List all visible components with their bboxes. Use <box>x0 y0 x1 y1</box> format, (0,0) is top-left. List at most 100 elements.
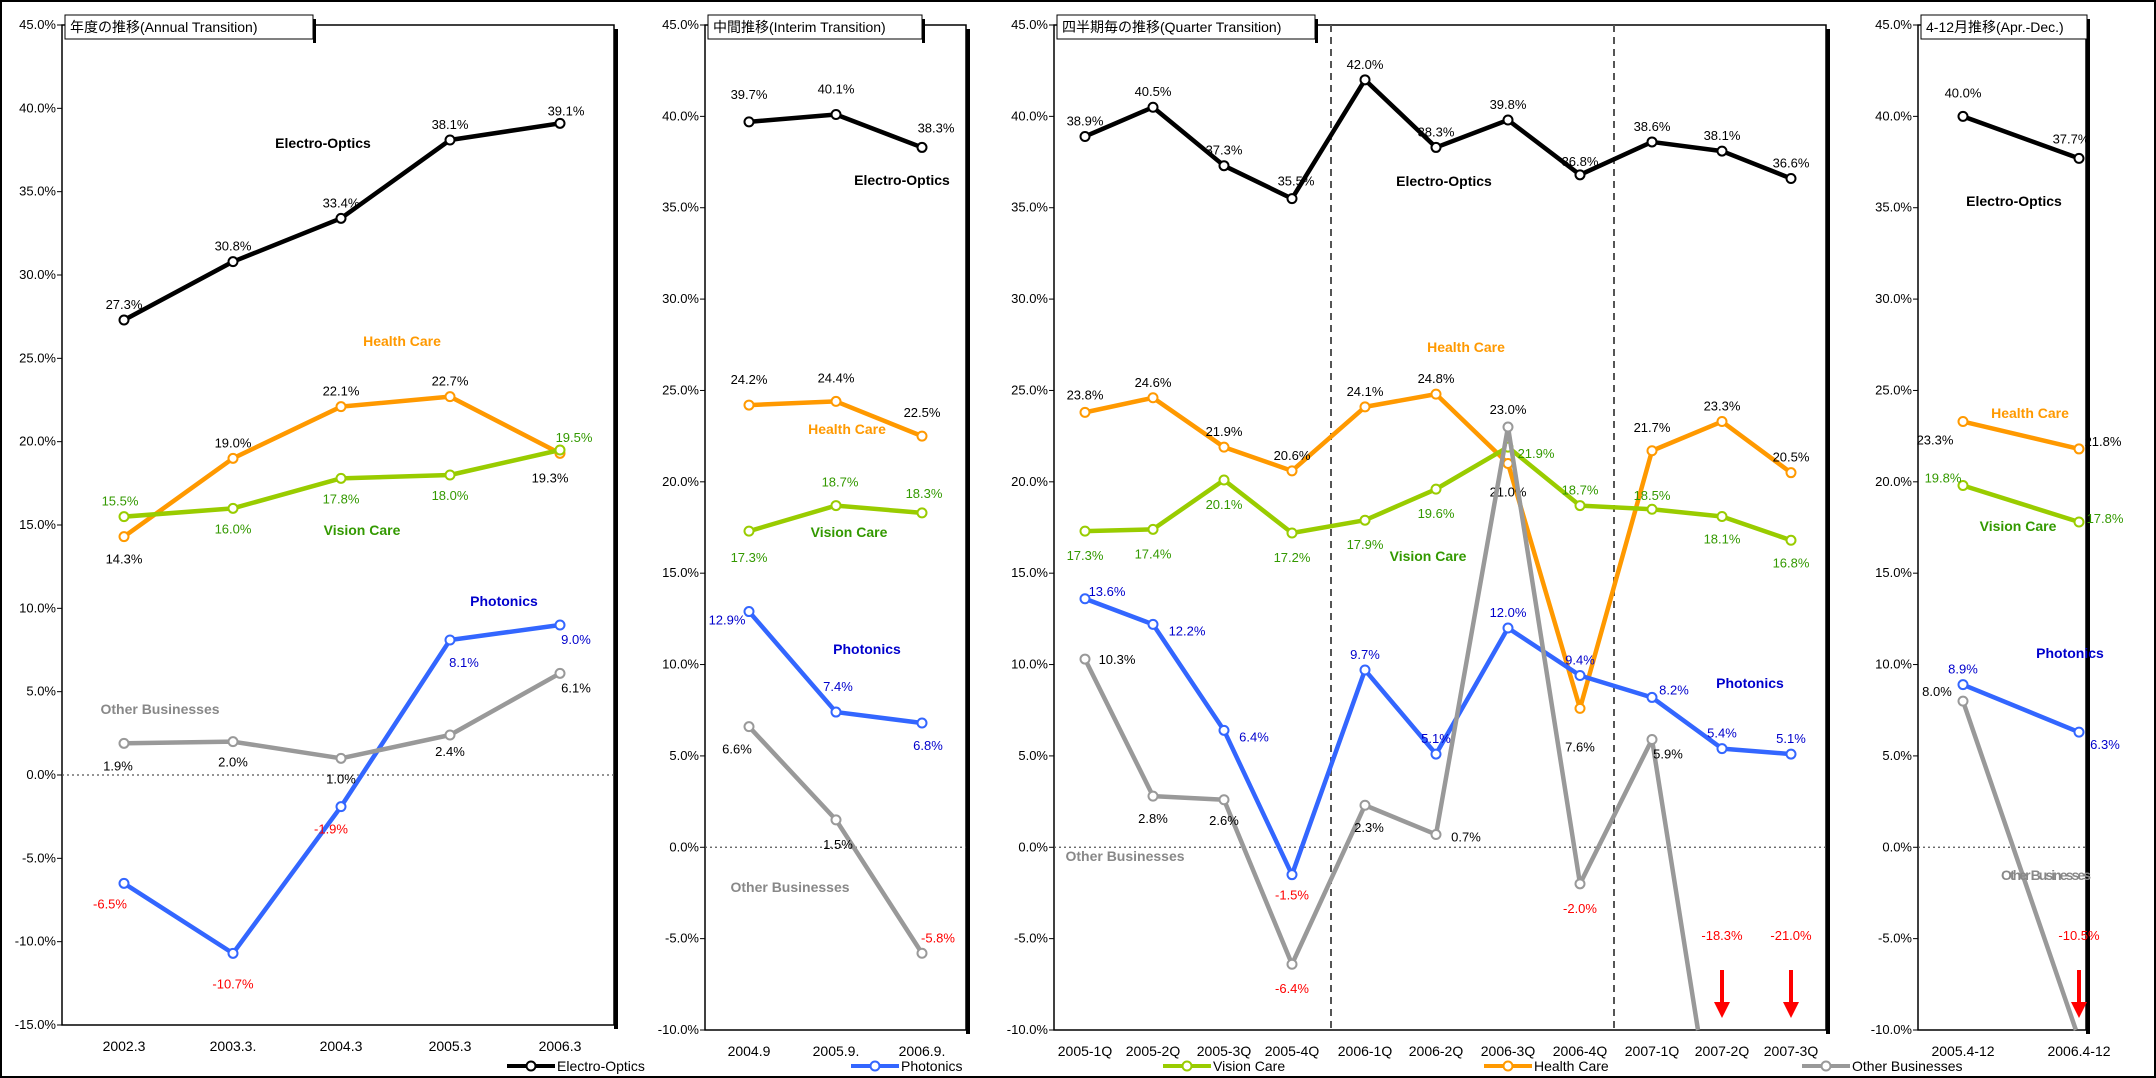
data-label-health: 20.5% <box>1773 450 1810 465</box>
x-tick-label: 2004.3 <box>320 1038 363 1054</box>
data-point-vision <box>335 472 347 484</box>
x-tick-label: 2006.3 <box>539 1038 582 1054</box>
data-point-photonics <box>1147 618 1159 630</box>
legend-label: Electro-Optics <box>557 1058 645 1074</box>
plot-shadow <box>966 29 970 1034</box>
x-tick-label: 2006-1Q <box>1338 1043 1393 1059</box>
data-label-vision: 21.9% <box>1518 446 1555 461</box>
x-tick-label: 2005-3Q <box>1197 1043 1252 1059</box>
series-name-photonics: Photonics <box>833 641 901 657</box>
series-name-photonics: Photonics <box>470 593 538 609</box>
series-name-other: Other Businesses <box>1065 848 1184 864</box>
series-name-electro: Electro-Optics <box>275 135 371 151</box>
data-point-electro <box>554 117 566 129</box>
data-point-vision <box>1359 514 1371 526</box>
data-label-other: 2.6% <box>1209 813 1239 828</box>
data-point-other <box>335 752 347 764</box>
series-name-vision: Vision Care <box>811 524 888 540</box>
data-label-other: -5.8% <box>921 930 955 945</box>
series-name-electro: Electro-Optics <box>854 172 950 188</box>
data-point-health <box>1957 416 1969 428</box>
data-point-vision <box>1716 511 1728 523</box>
title-box-shadow <box>2087 19 2090 43</box>
data-point-health <box>1147 392 1159 404</box>
data-label-vision: 17.3% <box>731 550 768 565</box>
data-label-other: 2.8% <box>1138 811 1168 826</box>
data-point-health <box>444 391 456 403</box>
series-line-photonics <box>122 622 561 956</box>
data-point-electro <box>1957 110 1969 122</box>
data-point-health <box>2073 443 2085 455</box>
legend-label: Photonics <box>901 1058 962 1074</box>
data-point-health <box>1359 401 1371 413</box>
data-label-photonics: 12.2% <box>1169 623 1206 638</box>
data-point-electro <box>1716 145 1728 157</box>
data-point-vision <box>1646 503 1658 515</box>
data-label-photonics: 6.3% <box>2090 737 2120 752</box>
data-label-other: 1.5% <box>823 837 853 852</box>
y-tick-label: 20.0% <box>1875 474 1912 489</box>
data-point-photonics <box>743 606 755 618</box>
data-point-photonics <box>1502 622 1514 634</box>
data-point-vision <box>2073 516 2085 528</box>
series-name-health: Health Care <box>1991 405 2069 421</box>
x-tick-label: 2006-4Q <box>1553 1043 1608 1059</box>
data-label-health: 20.6% <box>1274 448 1311 463</box>
y-tick-label: -10.0% <box>15 934 57 949</box>
y-tick-label: 0.0% <box>1018 839 1048 854</box>
data-point-health <box>1430 388 1442 400</box>
data-label-vision: 18.1% <box>1704 532 1741 547</box>
data-label-health: 24.2% <box>731 372 768 387</box>
data-point-electro <box>1785 172 1797 184</box>
chart-panel-0: 45.0% 40.0% 35.0% 30.0% 25.0% 20.0% 15.0% 10.0%… <box>15 14 618 1054</box>
data-point-electro <box>1646 136 1658 148</box>
data-label-health: 24.1% <box>1347 384 1384 399</box>
data-point-photonics <box>1957 679 1969 691</box>
y-tick-label: 45.0% <box>1875 17 1912 32</box>
series-name-other: Other Businesses <box>2001 867 2091 883</box>
series-name-other: Other Businesses <box>730 879 849 895</box>
data-label-other: 5.9% <box>1653 746 1683 761</box>
data-point-health <box>227 452 239 464</box>
data-label-health: 23.3% <box>1704 399 1741 414</box>
y-tick-label: -5.0% <box>665 931 699 946</box>
data-label-photonics: 8.2% <box>1659 682 1689 697</box>
title-box <box>707 14 923 40</box>
data-point-other <box>554 667 566 679</box>
data-label-health: 21.9% <box>1206 424 1243 439</box>
data-label-electro: 38.1% <box>1704 128 1741 143</box>
data-label-health: 22.7% <box>432 374 469 389</box>
data-label-other: 2.4% <box>435 744 465 759</box>
y-tick-label: -5.0% <box>1878 931 1912 946</box>
data-label-other: -6.4% <box>1275 981 1309 996</box>
data-point-health <box>1785 467 1797 479</box>
data-label-electro: 38.1% <box>432 117 469 132</box>
data-label-vision: 18.5% <box>1634 488 1671 503</box>
data-label-photonics: 5.1% <box>1776 731 1806 746</box>
series-line-photonics <box>747 610 923 726</box>
data-point-vision <box>1785 534 1797 546</box>
x-tick-label: 2004.9 <box>728 1043 771 1059</box>
data-label-photonics: 12.9% <box>709 613 746 628</box>
data-label-vision: 17.4% <box>1135 546 1172 561</box>
data-point-photonics <box>227 947 239 959</box>
data-label-photonics: 9.4% <box>1565 653 1595 668</box>
data-point-health <box>1574 702 1586 714</box>
y-tick-label: -5.0% <box>22 850 56 865</box>
data-label-photonics: -6.5% <box>93 896 127 911</box>
series-name-vision: Vision Care <box>1390 548 1467 564</box>
data-label-health: 21.7% <box>1634 420 1671 435</box>
data-point-electro <box>1430 141 1442 153</box>
down-arrow-head <box>2071 1002 2087 1018</box>
data-label-other: 2.3% <box>1354 820 1384 835</box>
data-point-other <box>1502 421 1514 433</box>
y-tick-label: -10.0% <box>658 1022 700 1037</box>
data-point-other <box>1218 794 1230 806</box>
data-label-electro: 33.4% <box>323 195 360 210</box>
series-line-photonics <box>1962 682 2080 735</box>
x-tick-label: 2005-2Q <box>1126 1043 1181 1059</box>
data-point-photonics <box>1359 664 1371 676</box>
legend-swatch-marker <box>869 1060 881 1072</box>
data-point-photonics <box>2073 726 2085 738</box>
y-tick-label: 10.0% <box>19 600 56 615</box>
